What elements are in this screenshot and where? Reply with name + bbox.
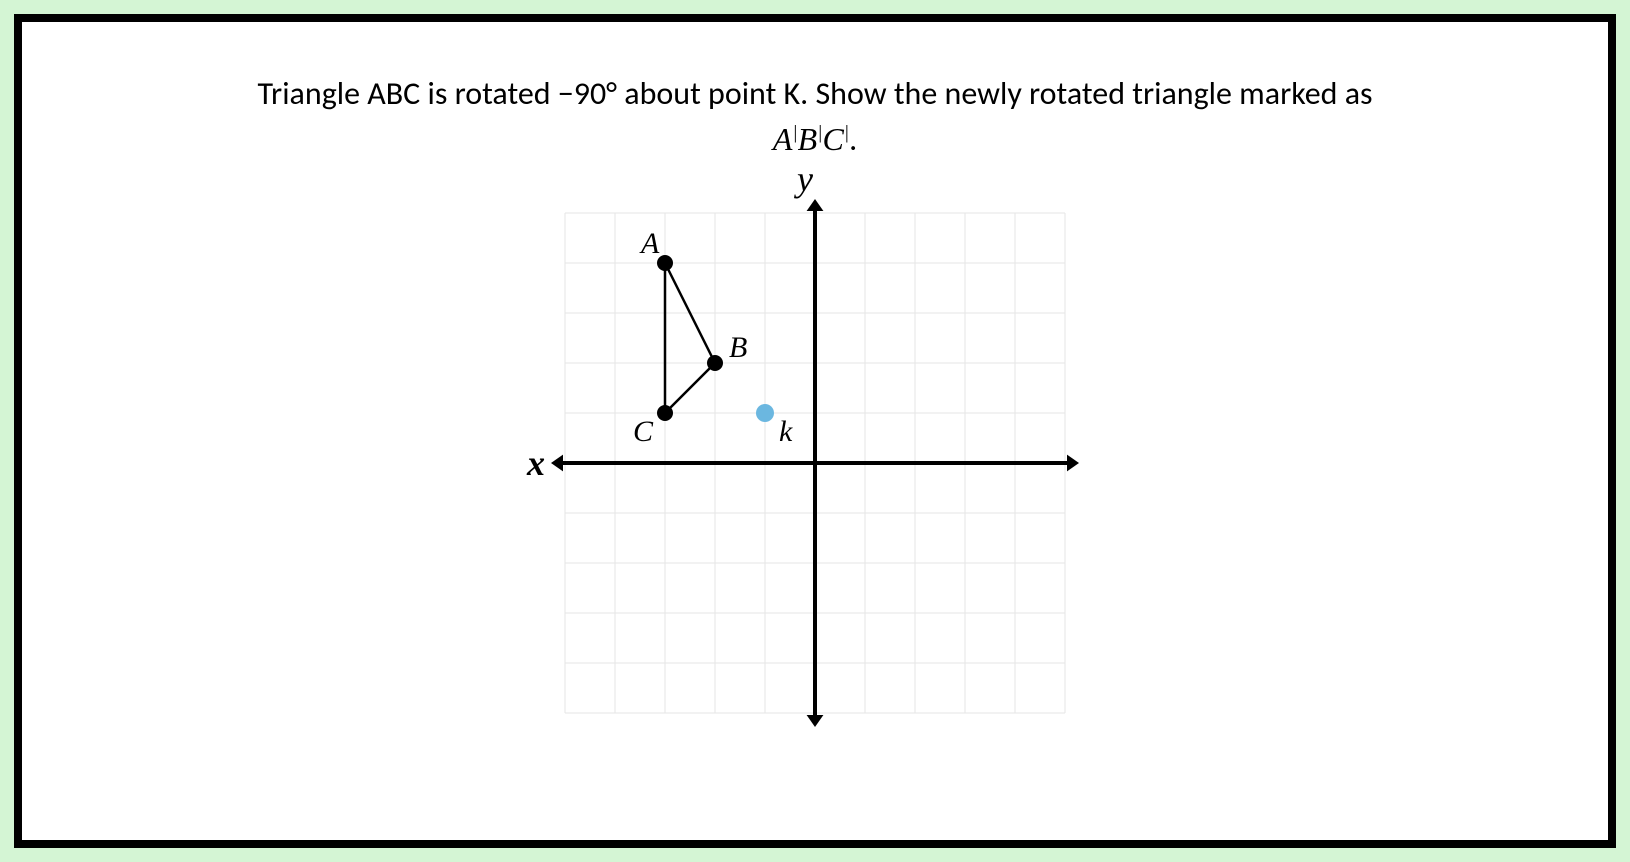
problem-degrees: −90° bbox=[558, 74, 617, 113]
period: . bbox=[849, 120, 857, 159]
prime-C: C bbox=[822, 121, 843, 157]
prime-A: A bbox=[773, 121, 793, 157]
inner-black-border: Triangle ABC is rotated −90° about point… bbox=[14, 14, 1616, 848]
prime-B: B bbox=[798, 121, 818, 157]
problem-line1-post: about point K. Show the newly rotated tr… bbox=[617, 74, 1373, 113]
point-k-label: k bbox=[779, 415, 793, 448]
point-k bbox=[756, 404, 774, 422]
vertex-label-B: B bbox=[729, 331, 747, 364]
problem-statement: Triangle ABC is rotated −90° about point… bbox=[92, 72, 1538, 163]
problem-line1-pre: Triangle ABC is rotated bbox=[257, 74, 557, 113]
x-axis-label: x bbox=[526, 443, 545, 483]
vertex-label-A: A bbox=[639, 227, 660, 260]
outer-green-border: Triangle ABC is rotated −90° about point… bbox=[0, 0, 1630, 862]
vertex-A bbox=[657, 255, 673, 271]
vertex-C bbox=[657, 405, 673, 421]
graph-svg: x y A B Ck bbox=[505, 173, 1125, 753]
vertex-B bbox=[707, 355, 723, 371]
y-axis-label: y bbox=[794, 173, 813, 199]
vertex-label-C: C bbox=[633, 415, 654, 448]
triangle-abc bbox=[665, 263, 715, 413]
coordinate-graph: x y A B Ck bbox=[505, 173, 1125, 810]
